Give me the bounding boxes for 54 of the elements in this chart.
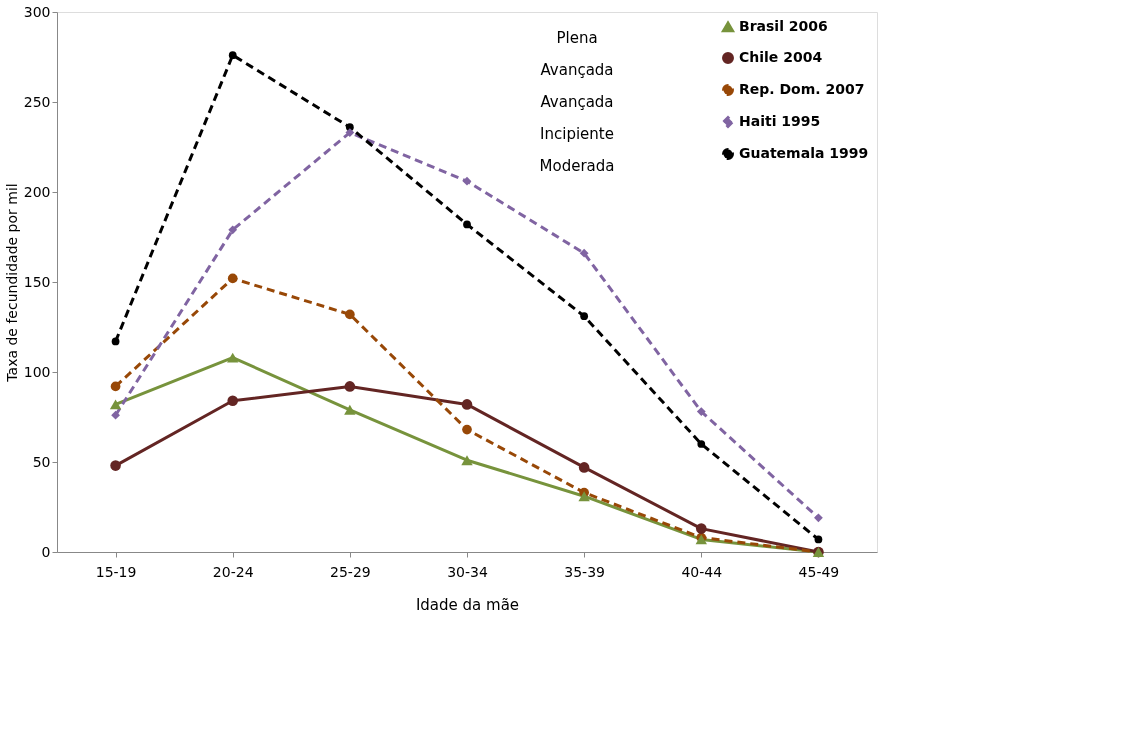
- legend-label: Brasil 2006: [739, 18, 828, 34]
- x-tick-label: 30-34: [447, 563, 488, 580]
- x-tick-label: 15-19: [95, 563, 137, 580]
- y-tick-label: 250: [23, 93, 51, 110]
- point: [344, 309, 355, 320]
- x-tick-label: 40-44: [681, 563, 723, 580]
- point: [110, 381, 121, 392]
- point: [578, 462, 590, 473]
- point: [696, 407, 706, 416]
- point: [814, 535, 823, 544]
- point: [228, 225, 238, 235]
- point: [463, 220, 471, 229]
- point: [111, 337, 120, 346]
- point: [697, 440, 706, 448]
- y-tick-label: 100: [23, 363, 51, 380]
- point: [814, 513, 823, 523]
- y-tick-label: 50: [32, 453, 51, 470]
- y-axis-title: Taxa de fecundidade por mil: [3, 183, 20, 383]
- point: [462, 176, 472, 186]
- point: [345, 128, 355, 137]
- annotation: Avançada: [540, 61, 614, 79]
- point: [578, 491, 590, 502]
- legend-label: Haiti 1995: [739, 113, 821, 129]
- point: [462, 424, 472, 435]
- point: [227, 273, 238, 284]
- point: [227, 395, 239, 407]
- y-tick-label: 200: [23, 183, 51, 200]
- legend-label: Chile 2004: [739, 49, 823, 65]
- x-tick-label: 25-29: [330, 563, 371, 580]
- annotation: Plena: [556, 29, 598, 47]
- y-tick-label: 300: [23, 3, 51, 20]
- point: [695, 523, 707, 534]
- x-axis-title: Idade da mãe: [415, 595, 520, 614]
- point: [579, 248, 589, 258]
- annotation: Incipiente: [540, 125, 614, 143]
- annotation: Moderada: [539, 157, 615, 175]
- x-tick-label: 35-39: [564, 563, 605, 580]
- legend-label: Rep. Dom. 2007: [739, 81, 865, 97]
- y-tick-label: 0: [41, 543, 51, 560]
- legend-label: Guatemala 1999: [739, 145, 869, 161]
- x-tick-label: 45-49: [798, 563, 840, 580]
- x-tick-label: 20-24: [212, 563, 254, 580]
- point: [110, 460, 121, 471]
- point: [109, 399, 122, 410]
- point: [228, 51, 237, 60]
- point: [227, 352, 239, 363]
- point: [344, 381, 356, 392]
- point: [111, 410, 120, 420]
- point: [461, 399, 473, 410]
- y-tick-label: 150: [23, 273, 51, 290]
- point: [344, 404, 356, 415]
- annotation: Avançada: [540, 93, 614, 111]
- point: [580, 312, 589, 321]
- point: [461, 455, 473, 466]
